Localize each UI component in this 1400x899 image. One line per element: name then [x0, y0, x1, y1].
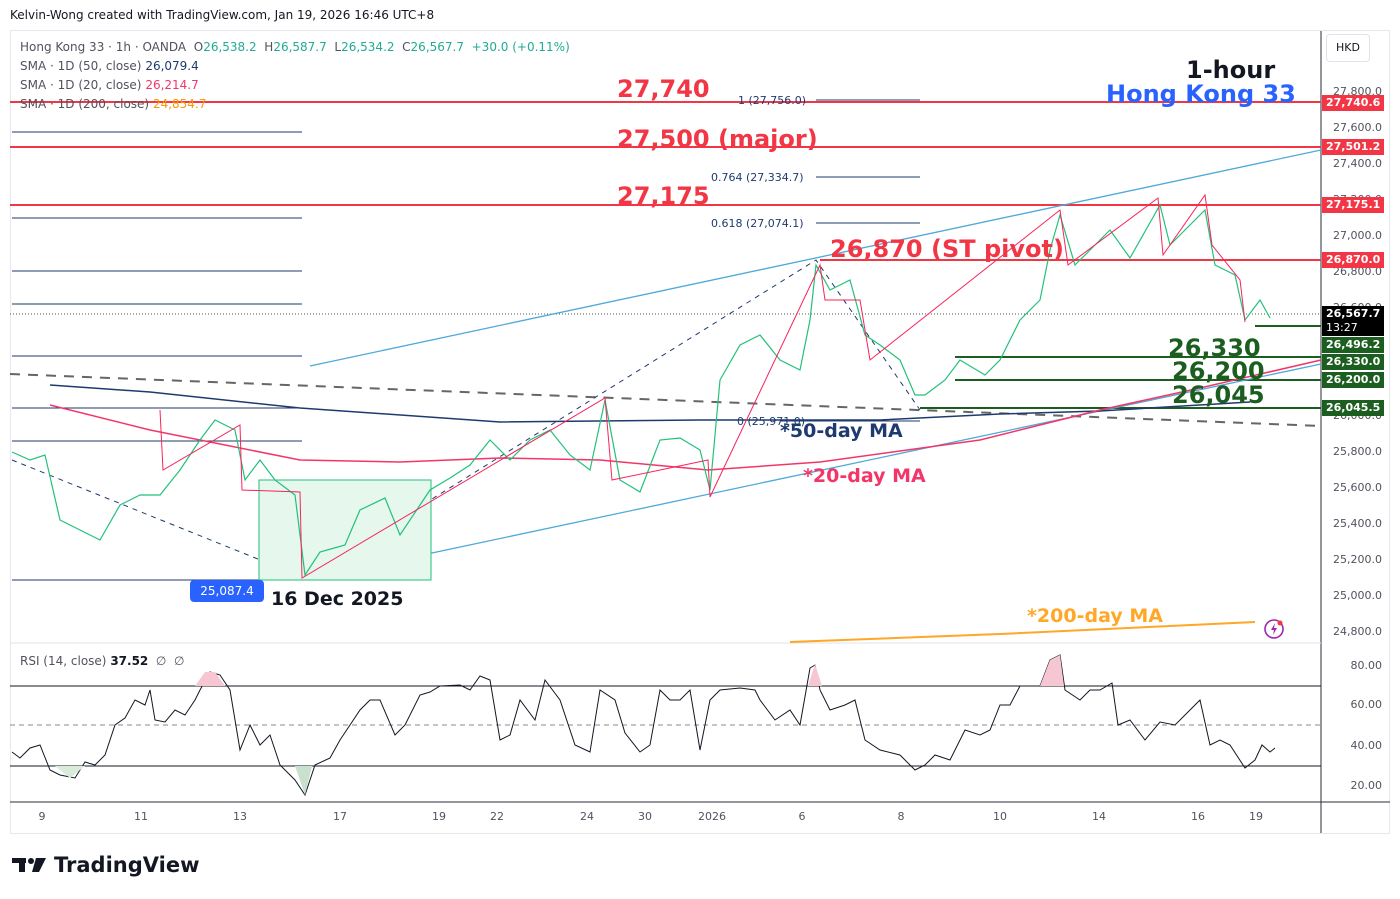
support-label-26330: 26,330	[1168, 334, 1261, 362]
price-tag-27175: 27,175.1	[1322, 197, 1384, 213]
fib-label-0: 0 (25,971.0)	[737, 415, 806, 428]
close-value: 26,567.7	[410, 40, 464, 54]
price-tag-26496: 26,496.2	[1322, 337, 1384, 353]
swing-low-date: 16 Dec 2025	[271, 588, 404, 610]
fib-left-lines	[12, 131, 302, 581]
ma20-label: *20-day MA	[803, 465, 926, 487]
symbol-label[interactable]: Hong Kong 33 · 1h · OANDA	[20, 40, 187, 54]
price-tag-26330: 26,330.0	[1322, 354, 1384, 370]
sma200-line	[789, 621, 1256, 643]
price-tag-27740: 27,740.6	[1322, 95, 1384, 111]
resistance-lines	[10, 101, 1321, 261]
bar-countdown: 13:27	[1326, 321, 1358, 334]
resistance-label-27500: 27,500 (major)	[617, 125, 818, 153]
tradingview-logo[interactable]: TradingView	[12, 853, 199, 877]
high-value: 26,587.7	[273, 40, 327, 54]
price-tag-26870: 26,870.0	[1322, 252, 1384, 268]
sma20-legend[interactable]: SMA · 1D (20, close) 26,214.7	[20, 78, 199, 92]
rsi-legend[interactable]: RSI (14, close) 37.52 ∅ ∅	[20, 654, 185, 668]
swing-low-badge: 25,087.4	[190, 580, 264, 602]
last-price-tag: 26,567.7 13:27	[1322, 306, 1384, 336]
fib-label-0764: 0.764 (27,334.7)	[711, 171, 804, 184]
price-tag-26045: 26,045.5	[1322, 400, 1384, 416]
sma50-legend[interactable]: SMA · 1D (50, close) 26,079.4	[20, 59, 199, 73]
ma50-label: *50-day MA	[780, 420, 903, 442]
channel-lines	[304, 149, 1322, 581]
change-value: +30.0 (+0.11%)	[471, 40, 570, 54]
fib-label-1: 1 (27,756.0)	[738, 94, 807, 107]
sma20-line	[49, 359, 1322, 471]
sma200-legend[interactable]: SMA · 1D (200, close) 24,854.7	[20, 97, 207, 111]
sma50-line	[49, 384, 1251, 423]
pivot-label-26870: 26,870 (ST pivot)	[830, 235, 1064, 263]
rsi-value: 37.52	[110, 654, 149, 668]
chart-credit: Kelvin-Wong created with TradingView.com…	[10, 8, 435, 22]
ohlc-row: Hong Kong 33 · 1h · OANDA O26,538.2 H26,…	[20, 40, 570, 54]
support-lines	[920, 325, 1321, 409]
chart-legend: Hong Kong 33 · 1h · OANDA O26,538.2 H26,…	[20, 38, 570, 114]
resistance-label-27740: 27,740	[617, 75, 710, 103]
instrument-title: Hong Kong 33	[1106, 80, 1296, 108]
timeframe-title: 1-hour	[1186, 56, 1276, 84]
price-tag-27501: 27,501.2	[1322, 139, 1384, 155]
support-label-26045: 26,045	[1172, 381, 1265, 409]
price-line	[11, 203, 1271, 577]
fib-label-0618: 0.618 (27,074.1)	[711, 217, 804, 230]
currency-button[interactable]: HKD	[1326, 34, 1370, 62]
range-box	[258, 479, 432, 581]
fib-right-lines	[780, 99, 920, 422]
tradingview-logo-icon	[12, 858, 46, 872]
support-label-26200: 26,200	[1172, 357, 1265, 385]
resistance-label-27175: 27,175	[617, 182, 710, 210]
rsi-line	[11, 654, 1276, 797]
open-value: 26,538.2	[203, 40, 257, 54]
lightning-alert-icon[interactable]	[1263, 618, 1285, 640]
low-value: 26,534.2	[341, 40, 395, 54]
ma200-label: *200-day MA	[1027, 605, 1163, 627]
price-tag-26200: 26,200.0	[1322, 372, 1384, 388]
